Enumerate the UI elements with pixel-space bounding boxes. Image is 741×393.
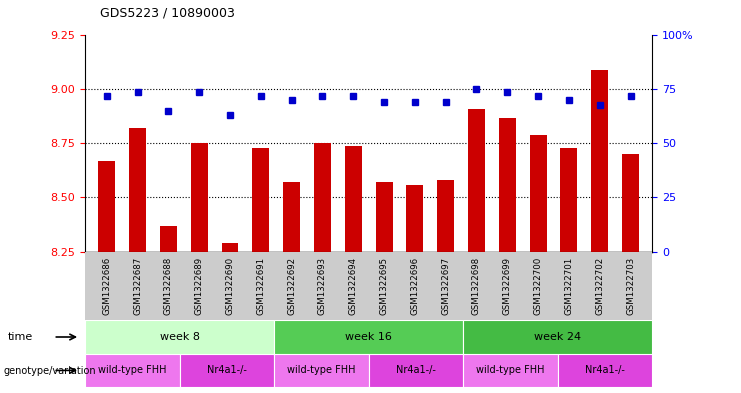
- Text: GSM1322694: GSM1322694: [349, 257, 358, 315]
- Text: GSM1322688: GSM1322688: [164, 257, 173, 315]
- Text: GSM1322697: GSM1322697: [441, 257, 451, 315]
- Bar: [376, 182, 393, 252]
- Bar: [85, 320, 274, 354]
- Text: genotype/variation: genotype/variation: [4, 365, 96, 376]
- Bar: [129, 128, 146, 252]
- Bar: [437, 180, 454, 252]
- Text: GSM1322686: GSM1322686: [102, 257, 111, 315]
- Text: GSM1322699: GSM1322699: [503, 257, 512, 315]
- Bar: [622, 154, 639, 252]
- Bar: [85, 252, 652, 320]
- Text: GDS5223 / 10890003: GDS5223 / 10890003: [100, 7, 235, 20]
- Text: wild-type FHH: wild-type FHH: [476, 365, 545, 375]
- Bar: [160, 226, 177, 252]
- Text: GSM1322700: GSM1322700: [534, 257, 542, 315]
- Text: GSM1322703: GSM1322703: [626, 257, 635, 315]
- Bar: [222, 243, 239, 252]
- Text: GSM1322687: GSM1322687: [133, 257, 142, 315]
- Text: GSM1322698: GSM1322698: [472, 257, 481, 315]
- Text: wild-type FHH: wild-type FHH: [99, 365, 167, 375]
- Text: GSM1322692: GSM1322692: [287, 257, 296, 315]
- Text: GSM1322691: GSM1322691: [256, 257, 265, 315]
- Text: week 24: week 24: [534, 332, 581, 342]
- Bar: [369, 354, 463, 387]
- Text: Nr4a1-/-: Nr4a1-/-: [207, 365, 247, 375]
- Text: GSM1322689: GSM1322689: [195, 257, 204, 315]
- Text: Nr4a1-/-: Nr4a1-/-: [396, 365, 436, 375]
- Bar: [179, 354, 274, 387]
- Bar: [274, 320, 463, 354]
- Bar: [463, 320, 652, 354]
- Bar: [591, 70, 608, 252]
- Bar: [283, 182, 300, 252]
- Bar: [314, 143, 331, 252]
- Text: GSM1322701: GSM1322701: [565, 257, 574, 315]
- Text: GSM1322702: GSM1322702: [595, 257, 604, 315]
- Text: GSM1322690: GSM1322690: [225, 257, 234, 315]
- Bar: [463, 354, 557, 387]
- Text: week 8: week 8: [160, 332, 199, 342]
- Text: Nr4a1-/-: Nr4a1-/-: [585, 365, 625, 375]
- Bar: [560, 148, 577, 252]
- Bar: [530, 135, 547, 252]
- Bar: [468, 109, 485, 252]
- Bar: [85, 354, 179, 387]
- Text: time: time: [7, 332, 33, 342]
- Text: wild-type FHH: wild-type FHH: [288, 365, 356, 375]
- Bar: [99, 161, 116, 252]
- Bar: [253, 148, 269, 252]
- Text: week 16: week 16: [345, 332, 392, 342]
- Bar: [274, 354, 368, 387]
- Bar: [406, 184, 423, 252]
- Text: GSM1322695: GSM1322695: [379, 257, 388, 315]
- Bar: [557, 354, 652, 387]
- Text: GSM1322696: GSM1322696: [411, 257, 419, 315]
- Bar: [499, 118, 516, 252]
- Bar: [345, 145, 362, 252]
- Text: GSM1322693: GSM1322693: [318, 257, 327, 315]
- Bar: [190, 143, 207, 252]
